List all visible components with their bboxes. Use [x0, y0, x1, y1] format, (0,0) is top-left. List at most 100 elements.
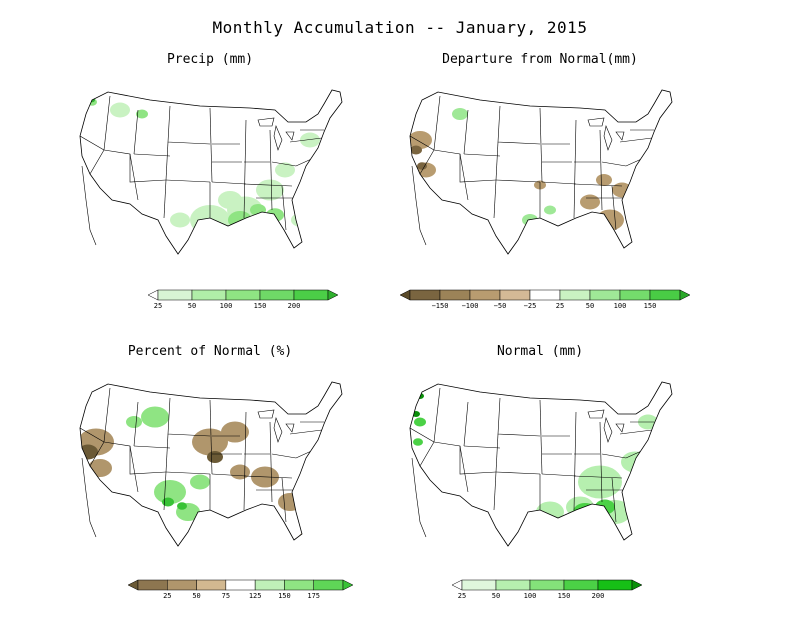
- shaded-region: [417, 162, 427, 170]
- colorbar-segment: [439, 289, 471, 301]
- colorbar-low-arrow: [399, 289, 411, 301]
- country-outline: [79, 381, 343, 547]
- panel-title: Percent of Normal (%): [127, 344, 293, 359]
- shaded-region: [126, 416, 142, 428]
- shaded-region: [573, 503, 597, 521]
- shaded-region: [218, 191, 242, 209]
- colorbar-tick-label: 125: [248, 592, 262, 600]
- shaded-region: [596, 209, 624, 231]
- legend-percent: 25 50 75 125 150 175: [127, 579, 354, 600]
- shaded-region: [581, 514, 589, 520]
- shaded-region: [596, 174, 612, 186]
- colorbar-segment: [529, 579, 565, 591]
- colorbar: [451, 579, 643, 591]
- panel-departure: Departure from Normal(mm): [390, 52, 690, 292]
- colorbar-tick-label: 50: [491, 592, 501, 600]
- panel-precip: Precip (mm): [60, 52, 360, 292]
- shaded-region: [578, 465, 622, 499]
- mexico-coast: [81, 165, 97, 246]
- page-title: Monthly Accumulation -- January, 2015: [212, 18, 588, 37]
- great-lakes: [587, 409, 625, 443]
- colorbar-segment: [259, 289, 295, 301]
- colorbar-high-arrow: [631, 579, 643, 591]
- colorbar-segment: [157, 289, 193, 301]
- country-outline: [409, 381, 673, 547]
- state-boundaries: [410, 387, 654, 523]
- colorbar-high-arrow: [342, 579, 354, 591]
- colorbar-segment: [597, 579, 633, 591]
- colorbar-tick-label: 150: [253, 302, 267, 310]
- colorbar-segment: [563, 579, 599, 591]
- colorbar-segment: [167, 579, 197, 591]
- colorbar-segment: [313, 579, 344, 591]
- panel-percent: Percent of Normal (%): [60, 344, 360, 584]
- colorbar-tick-label: 200: [591, 592, 605, 600]
- colorbar-tick-label: 175: [307, 592, 321, 600]
- colorbar-tick-label: 100: [613, 302, 627, 310]
- shading: [80, 90, 342, 254]
- colorbar-low-arrow: [127, 579, 139, 591]
- colorbar-tick-label: 75: [221, 592, 231, 600]
- colorbar-segment: [225, 289, 261, 301]
- colorbar-tick-label: 150: [557, 592, 571, 600]
- map-percent: [79, 381, 343, 547]
- great-lakes: [587, 117, 625, 151]
- state-boundaries: [80, 95, 324, 231]
- colorbar-tick-label: −25: [523, 302, 537, 310]
- shaded-region: [621, 451, 649, 473]
- shading: [80, 382, 342, 546]
- shaded-region: [291, 213, 309, 227]
- colorbar-segment: [469, 289, 501, 301]
- colorbar-segment: [225, 579, 256, 591]
- shaded-region: [410, 131, 432, 149]
- great-lakes: [257, 409, 295, 443]
- colorbar-segment: [529, 289, 561, 301]
- colorbar-segment: [559, 289, 591, 301]
- colorbar-tick-label: 25: [153, 302, 163, 310]
- colorbar-tick-label: −100: [461, 302, 479, 310]
- colorbar: [127, 579, 354, 591]
- colorbar-segment: [461, 579, 497, 591]
- colorbar-segment: [495, 579, 531, 591]
- colorbar-segment: [254, 579, 285, 591]
- legend-precip: 25 50 100 150 200: [147, 289, 339, 310]
- shaded-region: [414, 417, 426, 427]
- great-lakes: [257, 117, 295, 151]
- state-boundaries: [80, 387, 324, 523]
- shaded-region: [544, 205, 556, 215]
- shaded-region: [162, 497, 174, 507]
- colorbar-tick-label: 25: [555, 302, 565, 310]
- colorbar-segment: [649, 289, 681, 301]
- colorbar-tick-label: 50: [192, 592, 201, 600]
- map-departure: [409, 89, 673, 255]
- colorbar-segment: [196, 579, 227, 591]
- colorbar-segment: [499, 289, 531, 301]
- shaded-region: [250, 204, 266, 216]
- shaded-region: [413, 438, 423, 446]
- panel-normal: Normal (mm): [390, 344, 690, 584]
- colorbar-tick-label: 25: [457, 592, 467, 600]
- colorbar-segment: [293, 289, 329, 301]
- shaded-region: [141, 406, 169, 428]
- colorbar: [147, 289, 339, 301]
- colorbar-segment: [619, 289, 651, 301]
- map-precip: [79, 89, 343, 255]
- mexico-coast: [411, 457, 427, 538]
- shaded-region: [221, 421, 249, 443]
- shading: [410, 382, 672, 546]
- legend-normal: 25 50 100 150 200: [451, 579, 643, 600]
- shaded-region: [275, 162, 295, 178]
- colorbar-tick-label: 50: [187, 302, 197, 310]
- colorbar-high-arrow: [327, 289, 339, 301]
- panel-title: Departure from Normal(mm): [442, 52, 638, 67]
- shaded-region: [177, 502, 187, 510]
- colorbar-segment: [409, 289, 441, 301]
- shaded-region: [299, 532, 311, 542]
- colorbar-tick-label: 100: [219, 302, 233, 310]
- colorbar-segment: [589, 289, 621, 301]
- colorbar-tick-label: 150: [643, 302, 657, 310]
- shaded-region: [170, 212, 190, 228]
- colorbar: [399, 289, 691, 301]
- country-outline: [409, 89, 673, 255]
- shaded-region: [228, 211, 252, 229]
